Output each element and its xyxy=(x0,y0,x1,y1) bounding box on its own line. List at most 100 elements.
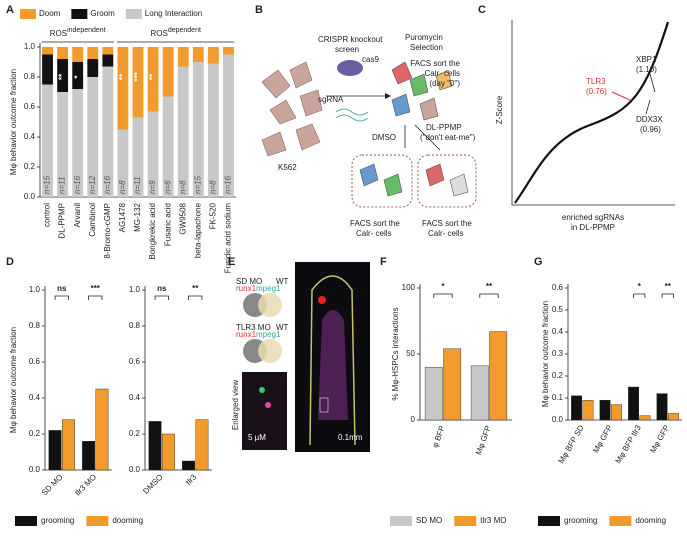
x-tick-label: Mφ BFP SD xyxy=(557,423,586,465)
bar xyxy=(162,433,175,471)
bar-segment xyxy=(132,117,144,197)
n-label: n=8 xyxy=(178,180,187,194)
bar xyxy=(668,413,679,421)
y-tick-label: 0.4 xyxy=(24,132,36,141)
y-tick-label: 0.4 xyxy=(552,327,564,336)
tissue xyxy=(318,310,348,420)
legend-label: Doom xyxy=(39,9,61,18)
x-tick-label: φ BFP xyxy=(431,424,447,449)
panel-c: Z-Score enriched sgRNAs in DL-PPMP TLR3 … xyxy=(495,20,675,232)
bar xyxy=(195,419,209,471)
bar xyxy=(582,400,594,421)
y-tick-label: 0.8 xyxy=(24,72,36,81)
bar-segment xyxy=(162,47,174,97)
zoom-box xyxy=(319,397,329,413)
bar-segment xyxy=(223,47,234,55)
bar-segment xyxy=(117,47,129,130)
legend-label: dooming xyxy=(635,516,666,525)
bracket xyxy=(154,295,169,300)
facs-label: FACS sort the xyxy=(422,219,472,228)
bracket xyxy=(661,293,674,298)
bracket xyxy=(433,293,453,298)
y-tick-label: 0.4 xyxy=(129,393,141,402)
x-tick-label: AG1478 xyxy=(118,202,127,232)
embryo-outline xyxy=(309,275,356,446)
x-tick-label: Mφ BFP tlr3 xyxy=(614,423,643,465)
n-label: n=11 xyxy=(58,177,67,194)
facs-label: Calr- cells xyxy=(428,229,464,238)
leader xyxy=(649,73,656,93)
x-tick-label: control xyxy=(43,203,52,227)
n-label: n=8 xyxy=(208,180,217,194)
bar-segment xyxy=(42,47,53,55)
y-tick-label: 0.6 xyxy=(29,357,41,366)
bar-segment xyxy=(177,47,189,67)
cas9-label: cas9 xyxy=(362,55,379,64)
n-label: n=12 xyxy=(88,175,97,194)
panel-letter: D xyxy=(6,256,14,268)
gene-score: (1.10) xyxy=(636,65,657,74)
legend-label: dooming xyxy=(112,516,143,525)
sort-box xyxy=(417,154,477,208)
x-tick-label: DMSO xyxy=(141,473,164,496)
y-tick-label: 0.0 xyxy=(129,465,141,474)
bar-segment xyxy=(192,62,204,197)
panel-letters: A B C D E F G xyxy=(6,4,543,268)
e-label: mpeg1 xyxy=(256,330,281,339)
enlarged-image xyxy=(242,372,287,450)
legend-swatch xyxy=(609,516,632,526)
legend-swatch xyxy=(71,9,88,19)
bracket xyxy=(88,295,103,300)
chart: 0 50 100 % Mφ-HSPCs interactions φ BFP * Mφ GF… xyxy=(390,282,512,526)
bar-segment xyxy=(72,89,84,197)
x-tick-label: tlr3 xyxy=(184,472,199,487)
y-tick-label: 0.3 xyxy=(552,349,564,358)
rank-curve xyxy=(514,21,670,204)
y-tick-label: 0.6 xyxy=(24,102,36,111)
n-label: n=9 xyxy=(148,180,157,194)
n-label: n=6 xyxy=(163,180,172,194)
panel-letter: A xyxy=(6,4,14,16)
legend-swatch xyxy=(390,516,412,526)
gene-label: DDX3X xyxy=(636,115,663,124)
bar xyxy=(470,365,489,421)
n-label: n=16 xyxy=(224,175,233,194)
n-label: n=16 xyxy=(73,175,82,194)
bar-segment xyxy=(117,129,129,197)
ppmp-label: ("don't eat-me") xyxy=(420,133,476,142)
bar-segment xyxy=(132,47,144,118)
legend-label: tlr3 MO xyxy=(480,516,506,525)
arrow-head xyxy=(385,93,391,99)
bar-segment xyxy=(207,63,219,197)
panel-b: K562 CRISPR knockout screen cas9 sgRNA P… xyxy=(261,33,477,238)
screen-label: screen xyxy=(335,45,359,54)
cell-dot xyxy=(259,387,265,393)
x-tick-label: Arvanil xyxy=(73,203,82,228)
significance: ** xyxy=(118,73,127,80)
panel-e: SD MO WT runx1 mpeg1 TLR3 MO WT runx1 mp… xyxy=(231,262,370,452)
y-axis-label: % Mφ-HSPCs interactions xyxy=(391,307,400,400)
eye xyxy=(318,296,326,304)
group-label-main: ROS xyxy=(150,29,167,38)
facs-label: FACS sort the xyxy=(410,59,460,68)
legend-label: grooming xyxy=(41,516,74,525)
x-tick-label: Mφ GFP xyxy=(591,424,614,455)
bar xyxy=(148,421,162,471)
y-tick-label: 0 xyxy=(411,415,416,424)
x-tick-label: 8-Bromo-cGMP xyxy=(103,203,112,259)
bar-segment xyxy=(162,96,174,197)
sgrna-label: sgRNA xyxy=(318,95,344,104)
chart: 0.0 0.1 0.2 0.3 0.4 0.5 0.6Mφ behavior outcome… xyxy=(538,282,682,526)
significance: *** xyxy=(91,284,101,293)
cell-label: K562 xyxy=(278,163,297,172)
gene-score: (0.76) xyxy=(586,87,607,96)
e-label: Enlarged view xyxy=(231,380,240,430)
x-tick-label: FK-520 xyxy=(208,202,217,229)
e-label: WT xyxy=(276,277,289,286)
bar-segment xyxy=(57,92,69,197)
n-label: n=16 xyxy=(103,175,112,194)
bar xyxy=(443,348,462,421)
bar-segment xyxy=(223,54,234,197)
y-tick-label: 0.2 xyxy=(29,429,41,438)
legend-swatch xyxy=(125,9,142,19)
